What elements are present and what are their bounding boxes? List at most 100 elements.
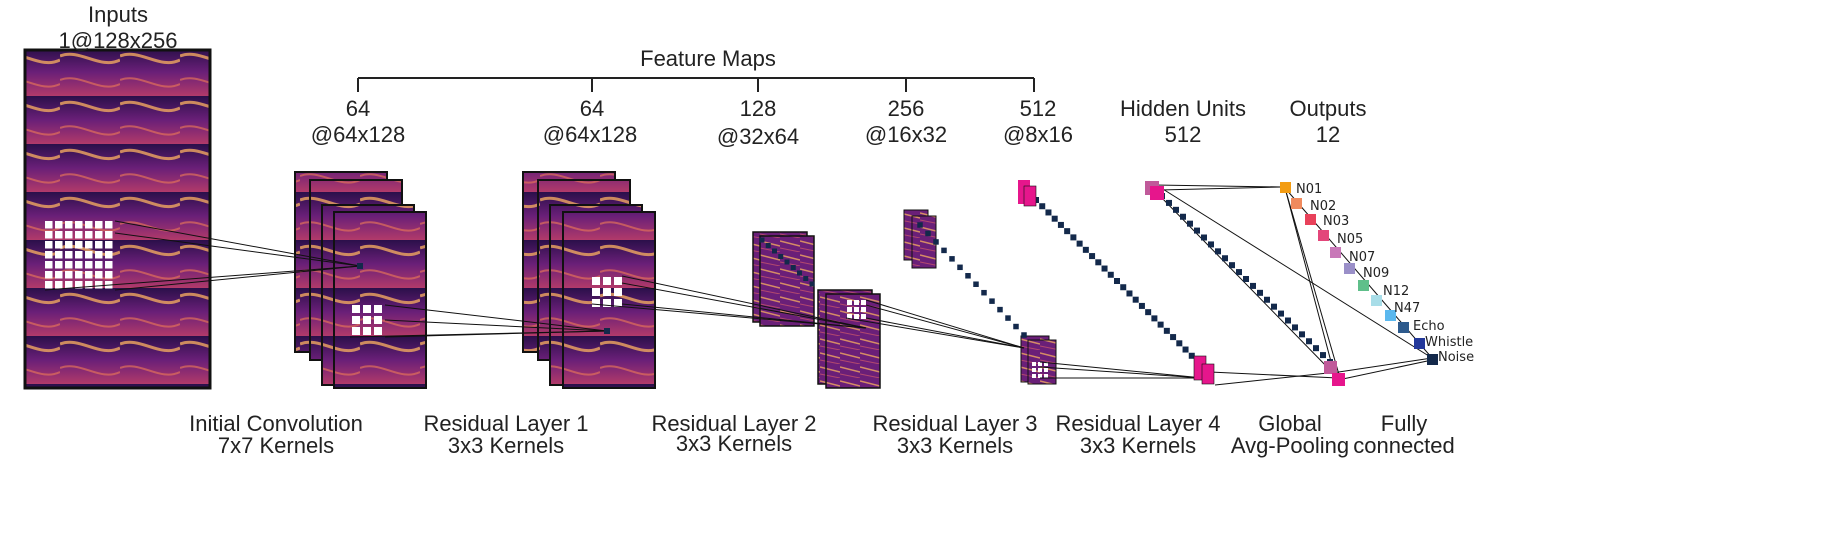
kernel-cell [1038, 362, 1042, 366]
kernel-cell [75, 241, 83, 249]
class-square-n09 [1344, 263, 1355, 274]
kernel-cell [854, 307, 859, 312]
kernel-cell [65, 241, 73, 249]
unit-dot [1292, 324, 1298, 331]
kernel-grid-4 [1032, 362, 1048, 378]
kernel-cell [1044, 368, 1048, 372]
layer-res4-name: Residual Layer 4 [1055, 411, 1221, 436]
layer-res3-kernel: 3x3 Kernels [896, 433, 1014, 458]
kernel-cell [614, 277, 622, 285]
class-square-n47 [1371, 295, 1382, 306]
kernel-cell [65, 221, 73, 229]
kernel-cell [363, 316, 371, 324]
layer-res1-name: Residual Layer 1 [423, 411, 589, 436]
kernel-cell [861, 314, 866, 319]
layer-pool-kernel: Avg-Pooling [1230, 433, 1350, 458]
fm4-dims: @16x32 [864, 122, 948, 147]
output-class-squares [1280, 182, 1438, 365]
class-square-n07 [1330, 247, 1341, 258]
unit-dot [973, 281, 979, 287]
unit-dot [1201, 234, 1207, 241]
unit-dot [1132, 296, 1139, 303]
layer-res2-name: Residual Layer 2 [651, 411, 817, 436]
unit-dot [1145, 309, 1152, 316]
kernel-cell [65, 281, 73, 289]
unit-dot [1187, 220, 1193, 227]
unit-dot [1163, 327, 1170, 334]
feature-map-stack-2 [522, 171, 656, 389]
unit-dot [1138, 302, 1145, 309]
kernel-cell [374, 305, 382, 313]
unit-dot [1089, 253, 1096, 260]
kernel-cell [854, 314, 859, 319]
unit-dot [778, 254, 784, 259]
layer-fc-kernel: connected [1353, 433, 1455, 458]
fm4-channels: 256 [887, 96, 925, 121]
unit-dot [1257, 289, 1263, 296]
unit-dot [941, 247, 947, 254]
unit-dot [1013, 323, 1019, 330]
kernel-cell [603, 299, 611, 307]
unit-dot [803, 276, 809, 281]
kernel-grid-1 [352, 305, 382, 335]
fm2-dims: @64x128 [542, 122, 638, 147]
kernel-cell [55, 221, 63, 229]
unit-dot [1070, 234, 1077, 241]
kernel-cell [1032, 362, 1036, 366]
kernel-cell [105, 271, 113, 279]
kernel-cell [85, 281, 93, 289]
unit-dot [1250, 282, 1256, 289]
kernel-cell [861, 300, 866, 305]
unit-dot [997, 306, 1003, 313]
kernel-cell [45, 261, 53, 269]
kernel-cell [592, 288, 600, 296]
class-label-n01: N01 [1296, 182, 1323, 197]
kernel-cell [65, 261, 73, 269]
unit-dot [1320, 352, 1326, 359]
kernel-cell [85, 231, 93, 239]
feature-map-stack-3 [752, 231, 881, 389]
kernel-cell [352, 305, 360, 313]
kernel-cell [45, 281, 53, 289]
kernel-cell [75, 271, 83, 279]
unit-dot [1166, 199, 1172, 206]
layer-pool-name: Global [1258, 411, 1322, 436]
kernel-cell [603, 288, 611, 296]
kernel-cell [45, 251, 53, 259]
kernel-cell [95, 221, 103, 229]
unit-dot [1064, 228, 1071, 235]
class-label-n09: N09 [1363, 266, 1390, 281]
fm3-channels: 128 [739, 96, 777, 121]
layer-res4-kernel: 3x3 Kernels [1079, 433, 1197, 458]
output-node [1427, 354, 1438, 365]
class-label-n12: N12 [1383, 284, 1410, 299]
kernel-cell [65, 251, 73, 259]
layer-fc-name: Fully [1380, 411, 1428, 436]
kernel-cell [85, 241, 93, 249]
kernel-cell [374, 327, 382, 335]
unit-dot [1243, 276, 1249, 282]
class-square-n02 [1291, 198, 1302, 209]
unit-dot [1101, 265, 1108, 272]
kernel-cell [352, 327, 360, 335]
fm3-dims: @32x64 [716, 124, 800, 149]
feature-maps-title: Feature Maps [640, 46, 776, 71]
kernel-cell [95, 261, 103, 269]
kernel-cell [105, 251, 113, 259]
connection-lines [44, 184, 1433, 386]
unit-dot [1222, 255, 1228, 262]
unit-dot [797, 270, 802, 276]
unit-dot [981, 289, 987, 296]
unit-dot [1120, 284, 1127, 291]
unit-dot [1278, 310, 1284, 317]
kernel-cell [363, 305, 371, 313]
unit-dot [1306, 338, 1312, 345]
kernel-cell [75, 231, 83, 239]
layer-res1-kernel: 3x3 Kernels [447, 433, 565, 458]
unit-dot [784, 259, 790, 265]
class-label-n05: N05 [1337, 232, 1364, 247]
class-label-n03: N03 [1323, 214, 1350, 229]
class-label-whistle: Whistle [1425, 335, 1474, 350]
kernel-cell [614, 299, 622, 307]
